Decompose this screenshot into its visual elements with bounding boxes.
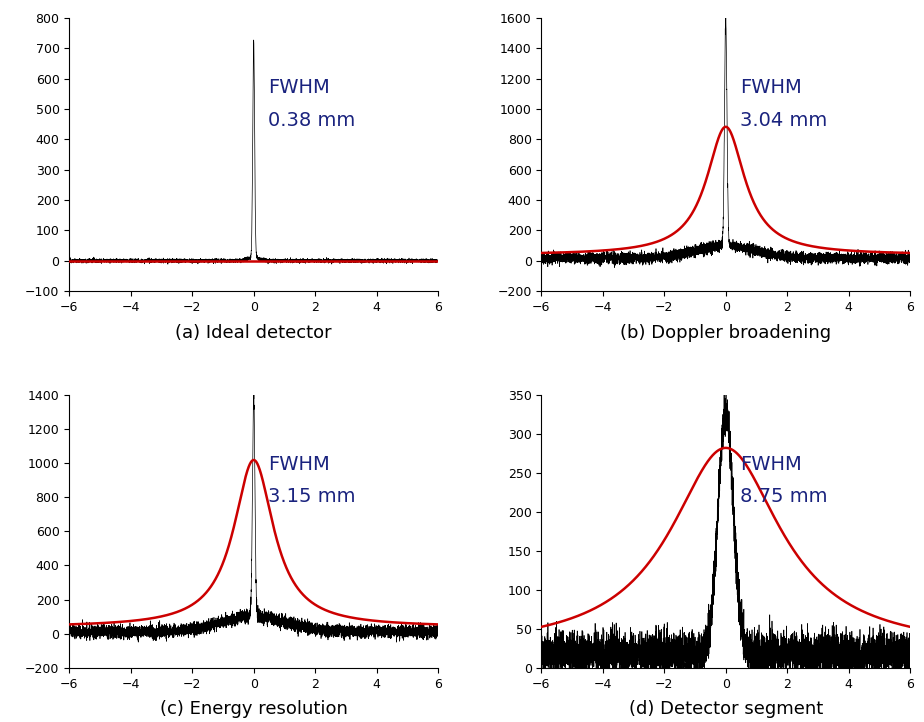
X-axis label: (c) Energy resolution: (c) Energy resolution: [160, 700, 347, 718]
Text: FWHM
3.15 mm: FWHM 3.15 mm: [269, 455, 356, 506]
X-axis label: (d) Detector segment: (d) Detector segment: [628, 700, 823, 718]
X-axis label: (b) Doppler broadening: (b) Doppler broadening: [620, 323, 832, 342]
Text: FWHM
8.75 mm: FWHM 8.75 mm: [740, 455, 828, 506]
X-axis label: (a) Ideal detector: (a) Ideal detector: [176, 323, 332, 342]
Text: FWHM
3.04 mm: FWHM 3.04 mm: [740, 78, 828, 130]
Text: FWHM
0.38 mm: FWHM 0.38 mm: [269, 78, 356, 130]
